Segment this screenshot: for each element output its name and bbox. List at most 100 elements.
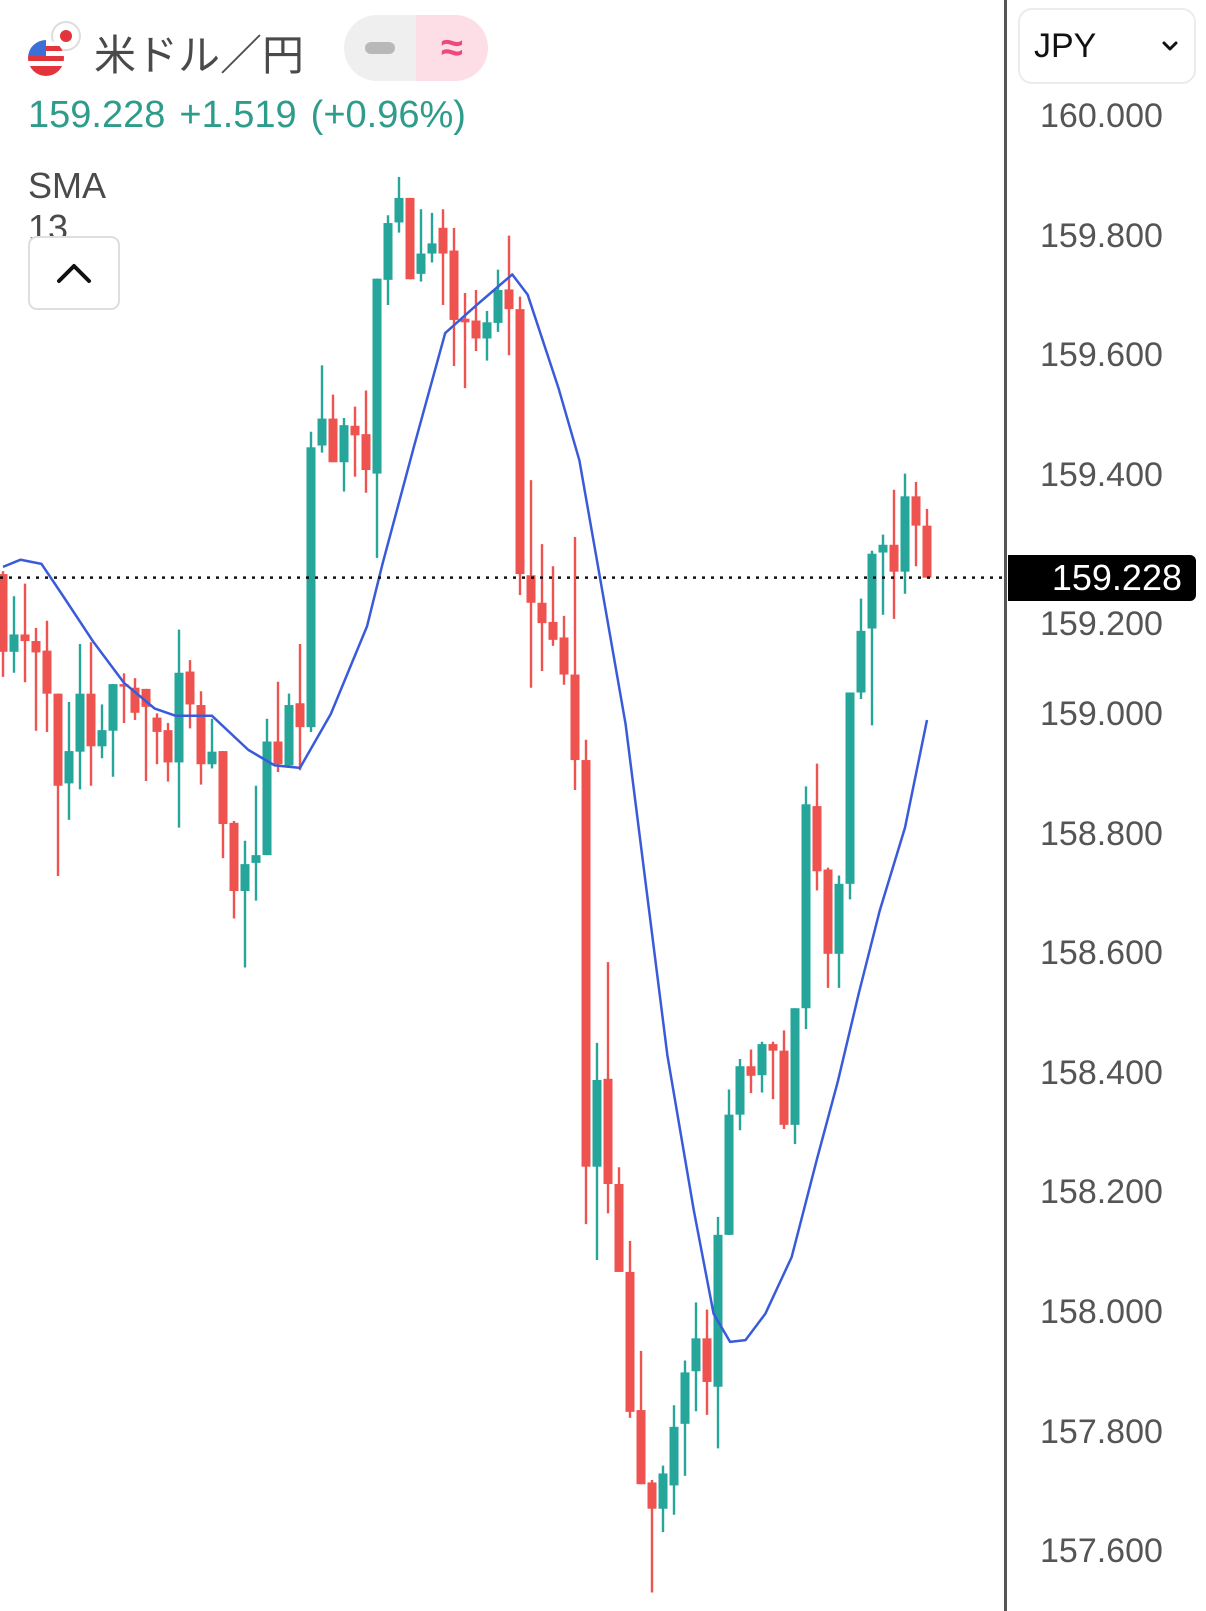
candle-down — [119, 673, 129, 723]
candle-body — [515, 309, 525, 575]
candle-body — [867, 553, 877, 629]
candle-down — [559, 615, 569, 685]
candle-body — [614, 1184, 624, 1272]
candle-up — [680, 1360, 690, 1476]
candle-down — [812, 763, 822, 891]
candle-body — [350, 425, 360, 436]
candle-body — [405, 197, 415, 280]
candle-up — [262, 718, 272, 856]
candle-body — [427, 243, 437, 254]
candle-up — [317, 365, 327, 453]
chart-mode-toggle[interactable]: ≈ — [344, 15, 488, 81]
candle-body — [581, 760, 591, 1167]
candle-body — [273, 741, 283, 765]
candle-down — [295, 644, 305, 771]
candle-body — [251, 855, 261, 863]
us-jp-flag-icon — [28, 21, 81, 76]
price-change-percent: (+0.96%) — [310, 94, 466, 136]
candle-body — [537, 602, 547, 624]
collapse-legend-button[interactable] — [28, 236, 120, 310]
candle-body — [856, 630, 866, 693]
candle-up — [878, 534, 888, 615]
price-axis-label: 159.600 — [1040, 336, 1163, 375]
price-quote: 159.228 +1.519 (+0.96%) — [28, 94, 480, 137]
candle-body — [647, 1482, 657, 1509]
candlestick-chart[interactable] — [0, 0, 1004, 1611]
candle-body — [724, 1114, 734, 1235]
candle-body — [658, 1473, 668, 1509]
candle-up — [834, 875, 844, 988]
price-axis-label: 158.800 — [1040, 814, 1163, 853]
candle-body — [911, 496, 921, 526]
price-axis-label: 160.000 — [1040, 97, 1163, 135]
candle-body — [152, 717, 162, 732]
candle-down — [526, 480, 536, 688]
price-axis-label: 158.000 — [1040, 1293, 1163, 1331]
symbol-title[interactable]: 米ドル／円 — [94, 32, 305, 79]
candle-up — [284, 693, 294, 767]
candle-body — [383, 223, 393, 280]
candle-down — [42, 620, 52, 732]
candle-body — [526, 575, 536, 603]
candle-up — [207, 718, 217, 769]
chevron-down-icon — [1162, 41, 1178, 51]
candle-down — [20, 583, 30, 683]
candle-down — [823, 867, 833, 988]
candle-body — [53, 693, 63, 786]
candle-down — [746, 1049, 756, 1094]
candle-down — [163, 722, 173, 782]
candle-body — [141, 688, 151, 707]
price-axis-label: 157.600 — [1040, 1532, 1163, 1571]
price-axis-label: 157.800 — [1040, 1412, 1163, 1451]
price-axis[interactable]: 160.000 159.800 159.600 159.400 159.200 159.0… — [1008, 0, 1206, 1611]
candle-up — [339, 417, 349, 492]
candle-down — [922, 508, 932, 578]
candle-up — [691, 1302, 701, 1412]
candle-down — [0, 571, 8, 677]
candle-down — [702, 1309, 712, 1415]
candle-down — [449, 227, 459, 366]
currency-select[interactable]: JPY — [1018, 8, 1196, 84]
candle-up — [867, 550, 877, 726]
candle-down — [625, 1240, 635, 1418]
candle-up — [372, 278, 382, 558]
candle-body — [636, 1410, 646, 1485]
candle-body — [493, 290, 503, 323]
candle-body — [394, 197, 404, 223]
candle-body — [449, 250, 459, 320]
candle-up — [900, 473, 910, 594]
candle-up — [9, 596, 19, 673]
candle-body — [625, 1271, 635, 1412]
candle-down — [141, 688, 151, 781]
candle-down — [647, 1480, 657, 1593]
candle-up — [306, 431, 316, 732]
candle-body — [746, 1066, 756, 1076]
candle-body — [570, 674, 580, 761]
minus-icon — [365, 42, 395, 54]
candle-body — [900, 496, 910, 572]
candle-up — [757, 1041, 767, 1093]
candle-body — [548, 621, 558, 640]
candle-body — [559, 637, 569, 675]
candle-body — [42, 650, 52, 694]
candle-body — [119, 684, 129, 687]
candle-down — [515, 296, 525, 595]
candle-down — [229, 821, 239, 919]
minus-toggle-button[interactable] — [344, 15, 416, 81]
candle-down — [889, 489, 899, 619]
candle-body — [691, 1338, 701, 1372]
candle-down — [438, 209, 448, 305]
price-axis-label: 159.200 — [1040, 604, 1163, 643]
candle-body — [207, 751, 217, 765]
candle-body — [713, 1234, 723, 1387]
candle-up — [251, 785, 261, 901]
candle-body — [757, 1044, 767, 1076]
approx-toggle-button[interactable]: ≈ — [416, 15, 488, 81]
candle-down — [911, 481, 921, 567]
chevron-up-icon — [57, 264, 91, 283]
candle-up — [724, 1089, 734, 1235]
candle-body — [306, 447, 316, 728]
candle-body — [240, 864, 250, 892]
candle-down — [185, 660, 195, 729]
candle-down — [570, 536, 580, 790]
